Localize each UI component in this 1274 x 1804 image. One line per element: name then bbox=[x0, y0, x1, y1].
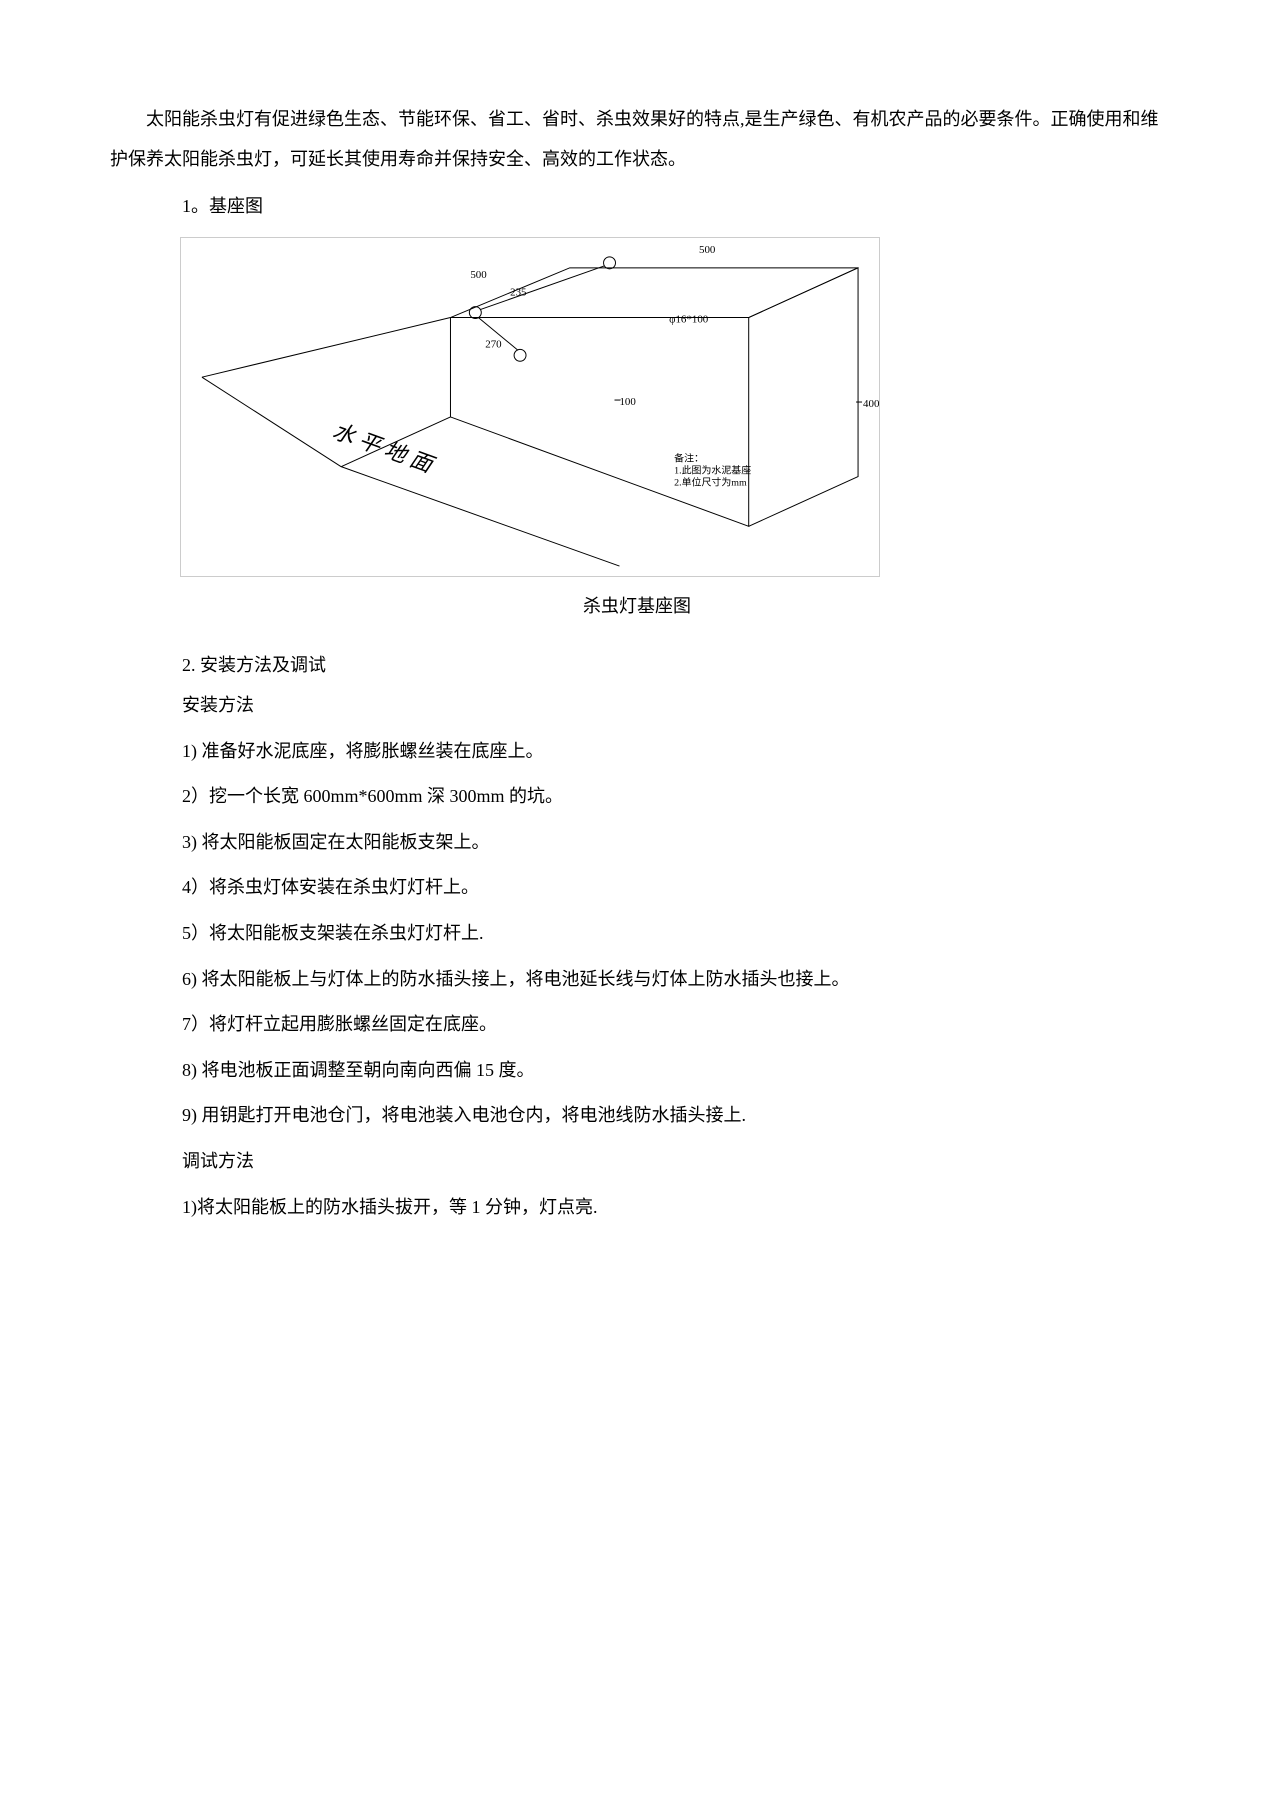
install-step-1: 1) 准备好水泥底座，将膨胀螺丝装在底座上。 bbox=[110, 732, 1164, 772]
dim-500b: 500 bbox=[699, 244, 716, 256]
diagram-caption: 杀虫灯基座图 bbox=[110, 587, 1164, 627]
dim-235: 235 bbox=[510, 286, 527, 298]
note-line2: 2.单位尺寸为mm bbox=[674, 475, 747, 488]
right-face bbox=[749, 268, 858, 526]
hole-3 bbox=[604, 257, 616, 269]
install-step-6: 6) 将太阳能板上与灯体上的防水插头接上，将电池延长线与灯体上防水插头也接上。 bbox=[110, 960, 1164, 1000]
ground-label: 水 平 地 面 bbox=[329, 419, 438, 478]
debug-step-1: 1)将太阳能板上的防水插头拔开，等 1 分钟，灯点亮. bbox=[110, 1188, 1164, 1228]
install-subtitle: 安装方法 bbox=[110, 686, 1164, 726]
section-1-title: 1。基座图 bbox=[110, 187, 1164, 227]
dim-500a: 500 bbox=[470, 269, 487, 281]
ground-left-edge bbox=[202, 377, 341, 466]
dim-270: 270 bbox=[485, 338, 502, 350]
install-step-9: 9) 用钥匙打开电池仓门，将电池装入电池仓内，将电池线防水插头接上. bbox=[110, 1096, 1164, 1136]
debug-subtitle: 调试方法 bbox=[110, 1142, 1164, 1182]
install-step-2: 2）挖一个长宽 600mm*600mm 深 300mm 的坑。 bbox=[110, 777, 1164, 817]
ground-back-edge bbox=[202, 317, 451, 377]
install-step-7: 7）将灯杆立起用膨胀螺丝固定在底座。 bbox=[110, 1005, 1164, 1045]
install-step-4: 4）将杀虫灯体安装在杀虫灯灯杆上。 bbox=[110, 868, 1164, 908]
dim-100: 100 bbox=[619, 396, 636, 408]
dim-phi: φ16*100 bbox=[669, 313, 709, 325]
install-step-3: 3) 将太阳能板固定在太阳能板支架上。 bbox=[110, 823, 1164, 863]
install-step-6-text: 6) 将太阳能板上与灯体上的防水插头接上，将电池延长线与灯体上防水插头也接上。 bbox=[110, 960, 1164, 1000]
dim-400: 400 bbox=[863, 398, 879, 410]
section-2-title: 2. 安装方法及调试 bbox=[110, 646, 1164, 686]
note-title: 备注： bbox=[674, 451, 704, 464]
hole-2 bbox=[514, 349, 526, 361]
note-line1: 1.此图为水泥基座 bbox=[674, 463, 751, 476]
diagram-svg: 500 500 235 270 100 400 φ16*100 水 平 地 面 … bbox=[181, 238, 879, 576]
base-diagram: 500 500 235 270 100 400 φ16*100 水 平 地 面 … bbox=[180, 237, 880, 577]
ground-front-edge bbox=[341, 466, 619, 565]
install-step-8: 8) 将电池板正面调整至朝向南向西偏 15 度。 bbox=[110, 1051, 1164, 1091]
install-step-5: 5）将太阳能板支架装在杀虫灯灯杆上. bbox=[110, 914, 1164, 954]
hole-line-1 bbox=[480, 266, 604, 310]
hole-1 bbox=[469, 306, 481, 318]
intro-paragraph: 太阳能杀虫灯有促进绿色生态、节能环保、省工、省时、杀虫效果好的特点,是生产绿色、… bbox=[110, 100, 1164, 179]
